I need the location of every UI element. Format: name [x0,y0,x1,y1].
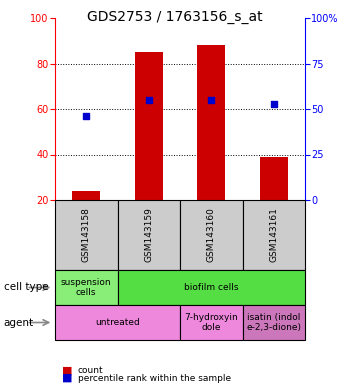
Text: percentile rank within the sample: percentile rank within the sample [78,374,231,382]
Bar [72,191,100,200]
Point [209,97,214,103]
Text: biofilm cells: biofilm cells [184,283,238,292]
Point [271,101,277,107]
Text: agent: agent [4,318,34,328]
Text: suspension
cells: suspension cells [61,278,112,297]
Bar [260,157,288,200]
Text: untreated: untreated [95,318,140,327]
Text: cell type: cell type [4,283,48,293]
Text: 7-hydroxyin
dole: 7-hydroxyin dole [184,313,238,332]
Text: GSM143160: GSM143160 [207,208,216,262]
Text: ■: ■ [62,366,72,376]
Text: count: count [78,366,103,375]
Text: ■: ■ [62,373,72,383]
Text: isatin (indol
e-2,3-dione): isatin (indol e-2,3-dione) [246,313,301,332]
Text: GSM143161: GSM143161 [269,208,278,262]
Point [146,97,152,103]
Text: GSM143158: GSM143158 [82,208,91,262]
Bar [135,52,163,200]
Text: GDS2753 / 1763156_s_at: GDS2753 / 1763156_s_at [87,10,263,23]
Bar [197,45,225,200]
Text: GSM143159: GSM143159 [144,208,153,262]
Point [83,113,89,119]
